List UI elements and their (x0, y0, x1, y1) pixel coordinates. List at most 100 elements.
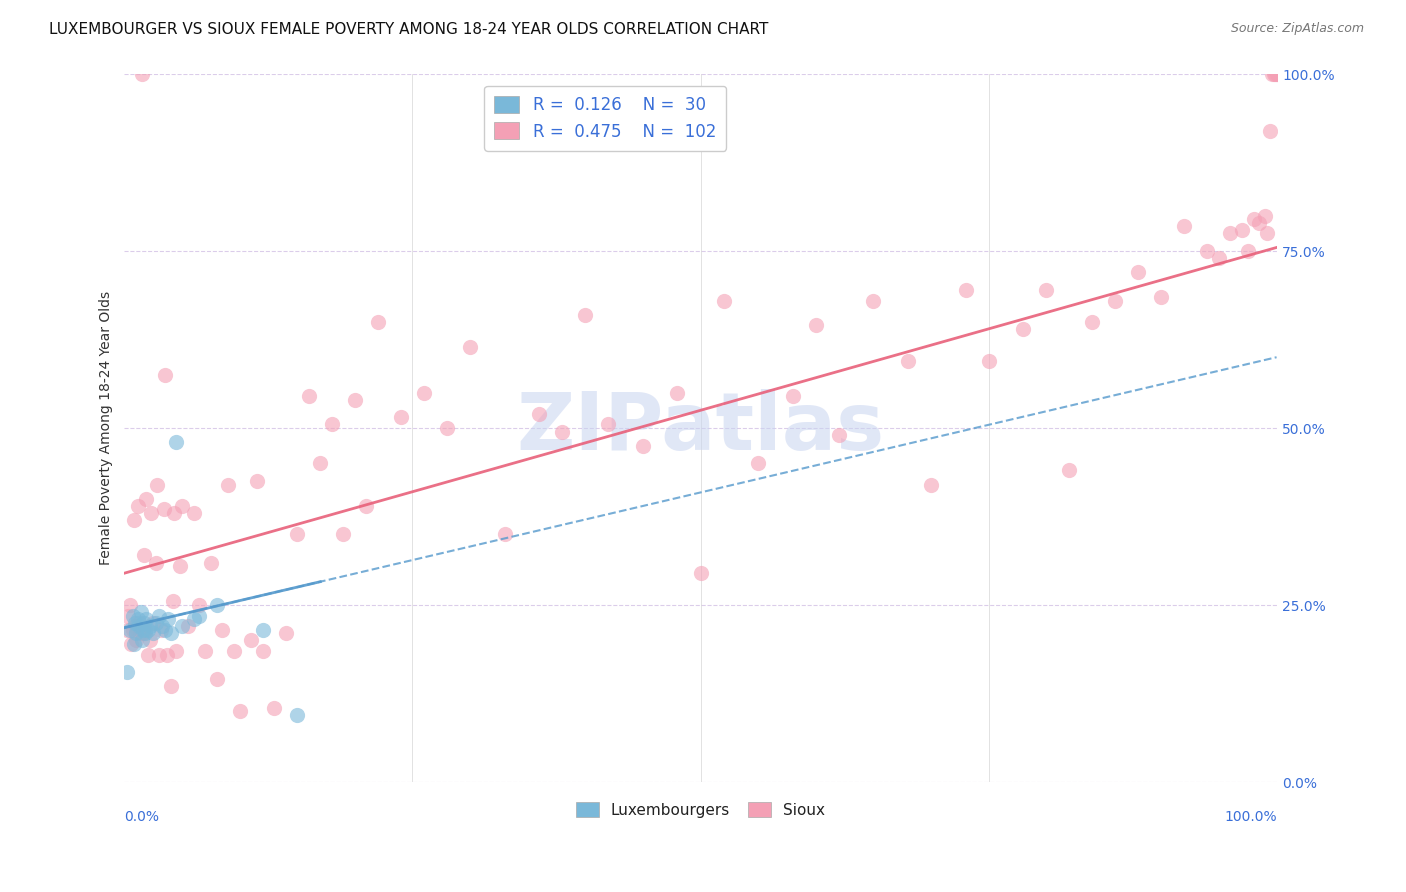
Point (252, 644, 274, 658)
Point (148, 608, 170, 623)
Point (977, 353, 1000, 368)
Point (124, 615, 146, 630)
Point (263, 700, 285, 714)
Point (136, 623, 159, 637)
Point (127, 623, 149, 637)
Point (747, 457, 769, 471)
Point (1249, 216, 1271, 230)
Point (1263, 67, 1285, 81)
Text: ZIPatlas: ZIPatlas (516, 389, 884, 467)
Point (240, 633, 263, 648)
Point (804, 318, 827, 333)
Point (163, 506, 186, 520)
Point (897, 353, 920, 368)
Point (285, 707, 308, 722)
Point (135, 491, 157, 506)
Point (165, 644, 187, 658)
Point (222, 644, 245, 658)
Point (139, 619, 162, 633)
Point (131, 67, 153, 81)
Point (205, 673, 228, 687)
Point (1219, 227, 1241, 241)
Point (1197, 244, 1219, 258)
Point (689, 566, 711, 581)
Point (121, 608, 143, 623)
Point (122, 513, 145, 527)
Point (188, 608, 211, 623)
Point (159, 626, 181, 640)
Point (148, 648, 170, 662)
Point (134, 623, 156, 637)
Point (1264, 67, 1286, 81)
Point (1057, 463, 1080, 477)
Point (127, 612, 149, 626)
Point (458, 340, 481, 354)
Point (122, 637, 145, 651)
Point (494, 527, 516, 541)
Point (125, 626, 148, 640)
Point (159, 680, 181, 694)
Point (157, 612, 180, 626)
Point (1035, 283, 1057, 297)
Point (713, 293, 735, 308)
Point (120, 598, 142, 612)
Point (1254, 209, 1277, 223)
Point (120, 637, 142, 651)
Point (920, 477, 942, 491)
Point (1256, 227, 1278, 241)
Point (145, 477, 167, 491)
Point (183, 612, 205, 626)
Point (142, 615, 165, 630)
Point (127, 499, 149, 513)
Point (574, 308, 596, 322)
Point (200, 556, 222, 570)
Text: 100.0%: 100.0% (1225, 810, 1277, 824)
Point (139, 633, 162, 648)
Point (1265, 67, 1288, 81)
Point (183, 506, 205, 520)
Point (145, 615, 167, 630)
Point (128, 619, 150, 633)
Point (413, 385, 436, 400)
Point (1243, 212, 1265, 227)
Point (309, 457, 332, 471)
Point (177, 619, 200, 633)
Point (211, 623, 233, 637)
Point (162, 594, 184, 608)
Point (631, 439, 654, 453)
Point (170, 499, 193, 513)
Point (1208, 251, 1230, 265)
Point (356, 499, 378, 513)
Text: 0.0%: 0.0% (125, 810, 159, 824)
Point (152, 619, 174, 633)
Point (955, 283, 977, 297)
Point (156, 648, 179, 662)
Point (298, 389, 321, 403)
Point (169, 559, 191, 574)
Point (165, 435, 187, 450)
Point (150, 623, 173, 637)
Point (436, 421, 458, 435)
Point (1128, 265, 1150, 279)
Point (115, 665, 138, 680)
Point (131, 633, 153, 648)
Point (124, 619, 146, 633)
Point (529, 407, 551, 421)
Point (134, 626, 156, 640)
Point (343, 392, 366, 407)
Point (153, 623, 176, 637)
Point (1261, 67, 1284, 81)
Point (132, 615, 155, 630)
Point (782, 389, 804, 403)
Point (153, 368, 176, 382)
Point (128, 615, 150, 630)
Point (828, 428, 851, 442)
Point (194, 644, 217, 658)
Point (1081, 315, 1104, 329)
Point (1258, 123, 1281, 137)
Point (332, 527, 354, 541)
Point (170, 619, 193, 633)
Point (1150, 290, 1173, 304)
Point (121, 623, 143, 637)
Point (321, 417, 343, 432)
